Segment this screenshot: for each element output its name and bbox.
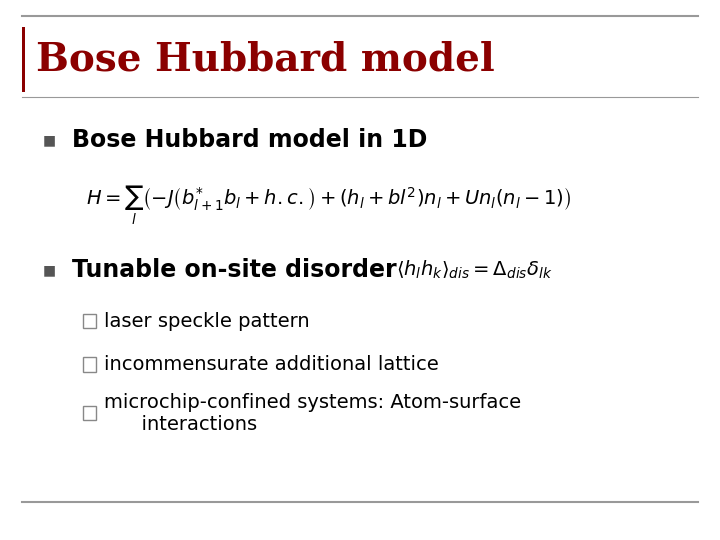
Text: laser speckle pattern: laser speckle pattern — [104, 312, 310, 331]
Text: ■: ■ — [43, 263, 56, 277]
Bar — [83, 406, 96, 420]
Bar — [83, 314, 96, 328]
Text: incommensurate additional lattice: incommensurate additional lattice — [104, 355, 439, 374]
FancyBboxPatch shape — [22, 27, 25, 92]
Text: microchip-confined systems: Atom-surface
      interactions: microchip-confined systems: Atom-surface… — [104, 393, 521, 434]
Text: $H = \sum_{l}\left(-J\left(b^{*}_{l+1}b_l + h.c.\right) + (h_l + bl^2)n_l + Un_l: $H = \sum_{l}\left(-J\left(b^{*}_{l+1}b_… — [86, 184, 572, 227]
Text: Tunable on-site disorder: Tunable on-site disorder — [72, 258, 397, 282]
Text: ■: ■ — [43, 133, 56, 147]
Text: $\langle h_l h_k \rangle_{dis} = \Delta_{dis}\delta_{lk}$: $\langle h_l h_k \rangle_{dis} = \Delta_… — [396, 259, 553, 281]
Bar — [83, 357, 96, 372]
Text: Bose Hubbard model: Bose Hubbard model — [36, 40, 495, 78]
Text: Bose Hubbard model in 1D: Bose Hubbard model in 1D — [72, 129, 428, 152]
